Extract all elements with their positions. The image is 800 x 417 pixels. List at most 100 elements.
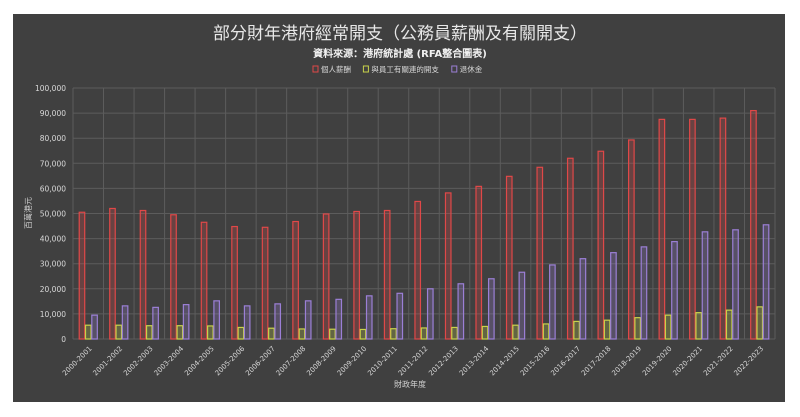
bar-2 [573,320,580,340]
x-tick-label: 2007-2008 [275,345,308,378]
x-tick-label: 2015-2016 [519,344,552,377]
bar-2 [298,328,306,340]
bar-2 [756,306,764,340]
legend: 個人薪酬 與員工有關連的開支 退休金 [312,64,483,74]
x-tick-label: 2022-2023 [733,345,766,378]
y-tick-label: 80,000 [40,134,66,143]
bar-3 [457,283,465,340]
legend-swatch [362,65,369,73]
bar-3 [671,241,678,340]
bar-3 [243,305,251,340]
bar-3 [396,292,404,340]
x-tick-label: 2020-2021 [671,345,704,378]
bar-1 [566,157,574,340]
bar-3 [610,252,617,340]
legend-label: 個人薪酬 [321,64,351,74]
legend-item: 與員工有關連的開支 [362,64,439,74]
x-tick-label: 2006-2007 [244,345,277,378]
x-tick-label: 2009-2010 [336,345,369,378]
bar-3 [518,271,526,340]
bar-2 [603,319,611,340]
x-tick-label: 2002-2003 [122,345,155,378]
bar-1 [658,118,666,340]
bar-3 [762,224,770,340]
x-tick-label: 2011-2012 [397,345,430,378]
bar-2 [359,328,367,340]
x-tick-label: 2005-2006 [214,344,247,377]
y-axis-ticks: 0 10,000 20,000 30,000 40,000 50,000 60,000 70,… [35,84,66,344]
x-tick-label: 2001-2002 [92,345,125,378]
bar-3 [121,305,129,340]
y-tick-label: 100,000 [35,84,66,93]
y-tick-label: 70,000 [40,159,66,168]
legend-item: 個人薪酬 [312,64,351,74]
bar-1 [78,211,86,340]
bar-1 [719,117,727,340]
legend-label: 與員工有關連的開支 [371,64,439,74]
x-tick-label: 2018-2019 [610,345,643,378]
chart-subtitle: 資料來源：港府統計處 (RFA整合圖表) [313,47,487,60]
x-tick-label: 2010-2011 [366,345,399,378]
bar-1 [597,150,605,340]
bar-1 [109,207,116,340]
bar-3 [487,278,495,340]
legend-label: 退休金 [460,64,483,74]
x-tick-label: 2014-2015 [488,345,521,378]
x-axis-label: 財政年度 [394,379,426,389]
bar-1 [383,209,391,340]
bar-3 [91,314,98,340]
gridlines [72,87,776,340]
x-tick-label: 2013-2014 [458,344,491,377]
legend-swatch [312,65,319,73]
bar-2 [542,323,550,340]
bar-2 [512,324,519,340]
bar-1 [322,213,330,340]
y-tick-label: 0 [61,335,66,344]
x-tick-label: 2017-2018 [580,345,613,378]
bar-3 [640,246,648,340]
x-tick-label: 2012-2013 [427,345,460,378]
x-tick-label: 2021-2022 [702,345,735,378]
bar-1 [536,166,544,340]
y-tick-label: 90,000 [40,109,66,118]
bar-1 [292,220,299,340]
bar-3 [579,258,587,340]
bar-3 [182,304,190,340]
bar-2 [145,325,153,340]
x-tick-label: 2003-2004 [153,344,186,377]
bar-1 [689,118,696,340]
bar-2 [176,325,184,340]
bar-1 [200,221,208,340]
x-axis-ticks: 2000-20012001-20022002-20032003-20042004… [61,344,765,377]
x-tick-label: 2000-2001 [61,345,94,378]
bar-3 [304,300,312,340]
bar-3 [732,229,739,340]
bar-3 [549,264,556,340]
bar-1 [170,214,177,340]
bar-1 [353,210,361,340]
bar-2 [420,327,428,340]
y-tick-label: 60,000 [40,184,66,193]
bar-3 [213,300,220,340]
bar-2 [329,328,336,340]
bar-3 [426,288,434,340]
bars [78,109,770,340]
bar-2 [237,326,245,340]
bar-1 [628,139,635,340]
bar-1 [750,109,757,340]
y-tick-label: 50,000 [40,210,66,219]
bar-3 [335,298,343,340]
bar-1 [231,225,238,340]
y-tick-label: 10,000 [40,310,66,319]
bar-2 [634,317,642,340]
legend-swatch [451,65,458,73]
bar-2 [84,324,92,340]
bar-2 [206,325,214,340]
bar-2 [695,312,703,340]
y-tick-label: 30,000 [40,260,66,269]
bar-3 [152,306,159,340]
bar-1 [475,185,483,340]
bar-2 [268,327,275,340]
bar-2 [390,328,397,340]
